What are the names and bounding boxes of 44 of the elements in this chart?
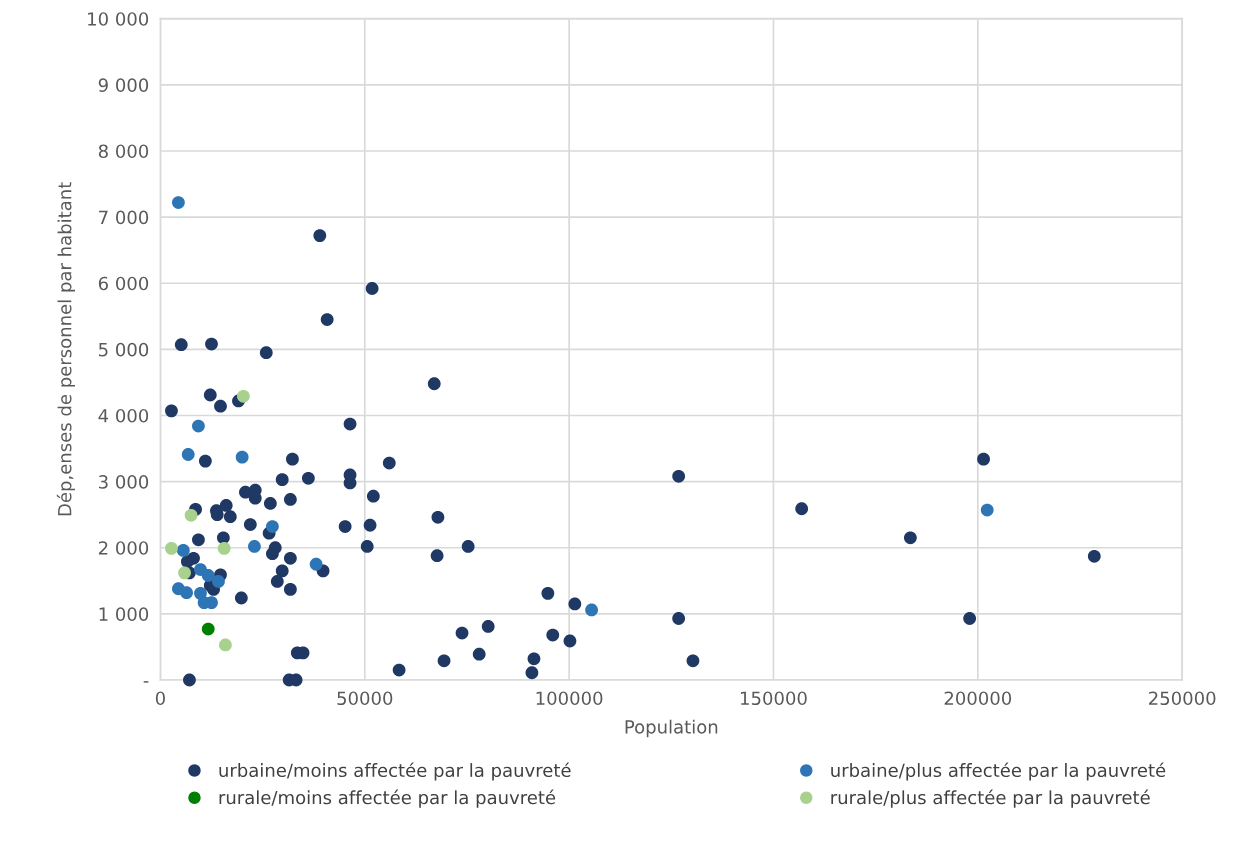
point <box>235 450 249 464</box>
x-tick-label: 0 <box>155 691 165 706</box>
y-tick-label: - <box>143 681 149 683</box>
x-tick-label: 150000 <box>740 691 807 706</box>
legend-label: rurale/moins affectée par la pauvreté <box>219 789 556 808</box>
y-tick-label: 2 000 <box>98 541 149 555</box>
point <box>219 638 232 652</box>
x-tick-label: 100000 <box>536 691 603 706</box>
y-tick-label: 1 000 <box>99 607 149 621</box>
point <box>212 575 225 588</box>
point <box>980 503 994 517</box>
y-tick-label: 7 000 <box>99 210 149 225</box>
legend-label: urbaine/plus affectée par la pauvreté <box>831 762 1166 781</box>
point <box>192 419 205 433</box>
point <box>248 540 261 553</box>
point <box>309 557 323 571</box>
x-tick-label: 50000 <box>337 691 393 706</box>
y-tick-label: 4 000 <box>98 408 149 423</box>
x-tick-label: 250000 <box>1149 691 1216 706</box>
point <box>176 543 190 557</box>
legend-label: urbaine/moins affectée par la pauvreté <box>219 762 571 781</box>
point <box>165 542 178 555</box>
point <box>181 448 195 461</box>
x-axis-title: Population <box>625 719 718 738</box>
y-tick-label: 3 000 <box>99 475 149 489</box>
y-tick-label: 10 000 <box>88 12 149 26</box>
point <box>172 196 185 209</box>
point <box>266 520 279 533</box>
point <box>201 622 215 636</box>
y-axis-title: Dép,enses de personnel par habitant <box>56 182 76 516</box>
point <box>180 586 193 600</box>
point <box>178 566 191 580</box>
point <box>217 542 231 555</box>
point <box>205 596 218 610</box>
y-tick-label: 9 000 <box>98 78 149 92</box>
point <box>201 569 215 582</box>
y-tick-label: 8 000 <box>98 144 149 159</box>
x-tick-label: 200000 <box>944 691 1012 706</box>
y-tick-label: 6 000 <box>98 276 149 291</box>
legend-label: rurale/plus affectée par la pauvreté <box>831 789 1150 808</box>
point <box>236 389 250 403</box>
point <box>184 508 198 522</box>
point <box>585 603 598 617</box>
y-tick-label: 5 000 <box>99 342 149 357</box>
